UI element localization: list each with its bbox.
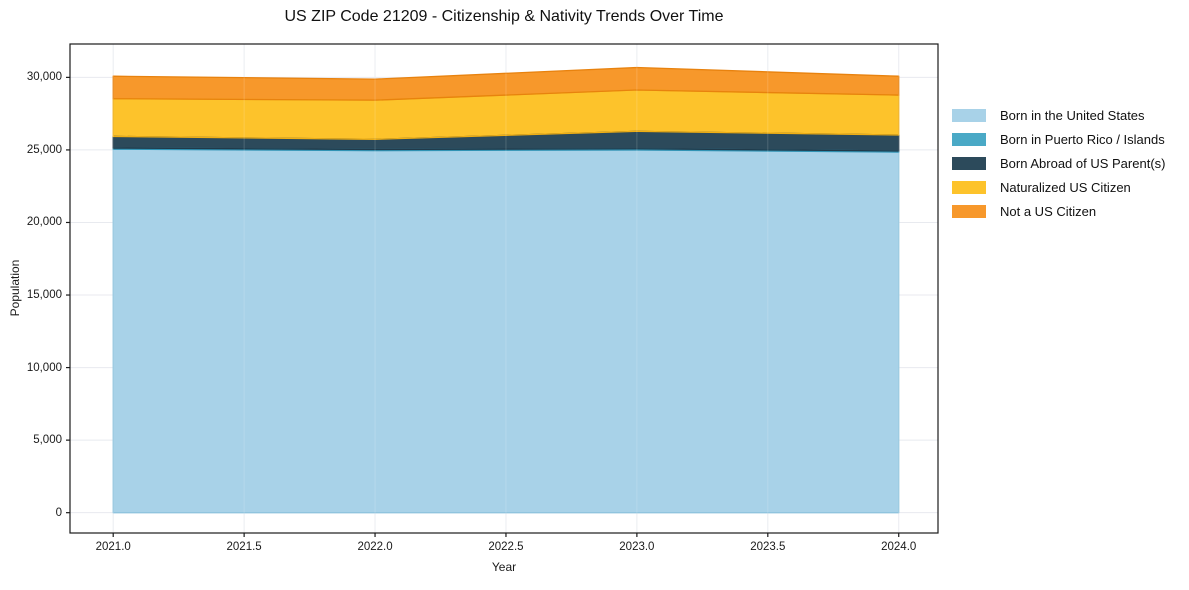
legend-swatch — [952, 108, 986, 122]
x-tick-label: 2024.0 — [881, 541, 917, 553]
chart-title: US ZIP Code 21209 - Citizenship & Nativi… — [284, 8, 724, 25]
x-tick-label: 2023.5 — [750, 541, 786, 553]
legend-swatch — [952, 156, 986, 170]
x-tick-label: 2022.0 — [357, 541, 393, 553]
y-tick-label: 5,000 — [33, 434, 62, 447]
x-tick-label: 2023.0 — [619, 541, 655, 553]
legend-item-3: Naturalized US Citizen — [952, 175, 1165, 199]
y-tick-label: 10,000 — [26, 361, 62, 374]
y-tick-label: 25,000 — [26, 143, 62, 156]
legend: Born in the United States Born in Puerto … — [952, 103, 1165, 223]
legend-label: Naturalized US Citizen — [1000, 179, 1131, 195]
x-axis-label: Year — [491, 560, 517, 574]
legend-swatch — [952, 180, 986, 194]
legend-swatch — [952, 132, 986, 146]
area-series-4 — [113, 67, 899, 101]
axes-frame — [69, 43, 939, 534]
legend-item-1: Born in Puerto Rico / Islands — [952, 127, 1165, 151]
y-tick-label: 30,000 — [26, 71, 62, 84]
y-tick-label: 15,000 — [26, 289, 62, 302]
x-tick-label: 2021.5 — [226, 541, 262, 553]
x-tick-label: 2021.0 — [95, 541, 131, 553]
area-series-0 — [113, 149, 899, 513]
legend-swatch — [952, 204, 986, 218]
legend-item-4: Not a US Citizen — [952, 199, 1165, 223]
area-series-2 — [113, 131, 899, 151]
area-series-3 — [113, 90, 899, 140]
y-axis-label: Population — [8, 259, 22, 317]
legend-item-2: Born Abroad of US Parent(s) — [952, 151, 1165, 175]
x-tick-label: 2022.5 — [488, 541, 524, 553]
legend-label: Born Abroad of US Parent(s) — [1000, 155, 1166, 171]
y-tick-label: 0 — [55, 506, 62, 519]
legend-label: Not a US Citizen — [1000, 203, 1097, 219]
y-tick-label: 20,000 — [26, 216, 62, 229]
legend-label: Born in the United States — [1000, 107, 1145, 123]
legend-item-0: Born in the United States — [952, 103, 1165, 127]
area-outline-4 — [112, 66, 900, 101]
legend-label: Born in Puerto Rico / Islands — [1000, 131, 1165, 147]
